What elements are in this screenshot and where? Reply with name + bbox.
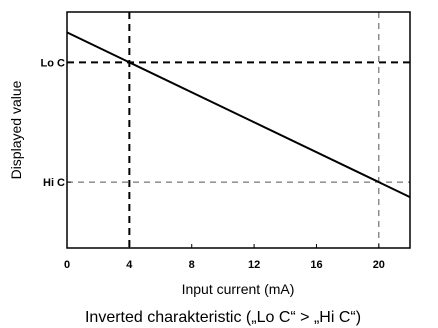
x-axis-label: Input current (mA): [182, 281, 295, 297]
data-series: [66, 31, 411, 199]
x-tick-label-4: 4: [126, 259, 133, 271]
reference-lines: [67, 12, 410, 248]
x-tick-label-12: 12: [248, 259, 260, 271]
y-tick-label-hi-c: Hi C: [43, 177, 65, 189]
chart-caption: Inverted charakteristic („Lo C“ > „Hi C“…: [85, 309, 361, 326]
x-tick-label-8: 8: [189, 259, 195, 271]
y-tick-label-lo-c: Lo C: [41, 57, 65, 69]
plot-frame: [66, 11, 411, 249]
x-tick-label-0: 0: [64, 259, 70, 271]
x-tick-label-20: 20: [373, 259, 385, 271]
x-tick-label-16: 16: [310, 259, 322, 271]
series-line-0: [66, 31, 411, 199]
y-axis-label: Displayed value: [8, 80, 24, 179]
axis-ticks: 0 4 8 12 16 20 Lo C Hi C: [41, 57, 385, 271]
